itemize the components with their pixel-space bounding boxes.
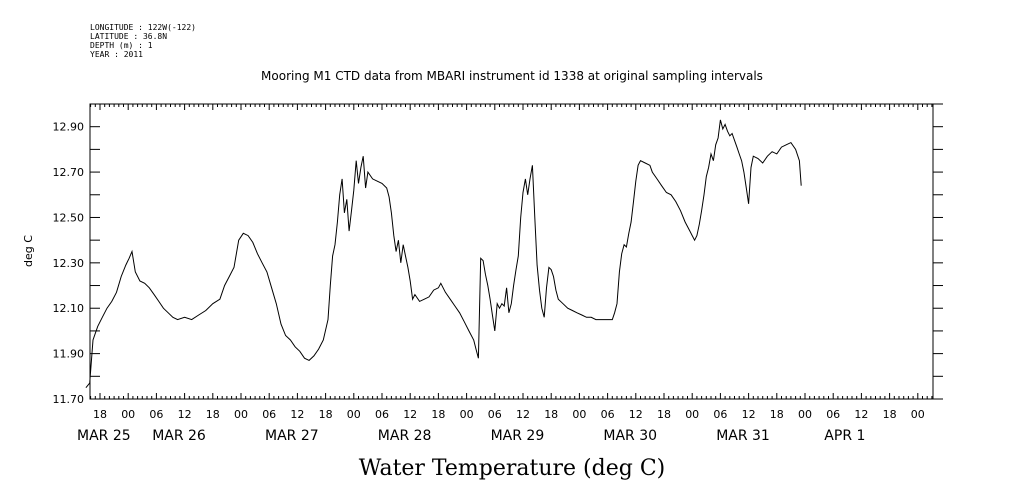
y-tick-label: 12.90 (53, 121, 85, 134)
x-tick-label: 06 (375, 408, 389, 421)
x-tick-label: 00 (572, 408, 586, 421)
date-label: APR 1 (824, 428, 865, 444)
x-tick-label: 00 (460, 408, 474, 421)
year-label: YEAR : 2011 (90, 50, 143, 59)
x-tick-label: 18 (544, 408, 558, 421)
temperature-series-line (85, 119, 802, 389)
y-tick-label: 11.90 (53, 348, 85, 361)
x-tick-label: 12 (290, 408, 304, 421)
plot-frame (89, 103, 934, 400)
x-tick-label: 12 (516, 408, 530, 421)
x-tick-label: 06 (488, 408, 502, 421)
y-tick-label: 12.50 (53, 211, 85, 224)
x-tick-label: 12 (742, 408, 756, 421)
x-tick-label: 12 (403, 408, 417, 421)
x-tick-label: 18 (657, 408, 671, 421)
x-tick-label: 06 (713, 408, 727, 421)
y-tick-label: 12.70 (53, 166, 85, 179)
latitude-label: LATITUDE : 36.8N (90, 32, 167, 41)
x-tick-label: 12 (854, 408, 868, 421)
x-tick-label: 18 (770, 408, 784, 421)
x-tick-label: 18 (206, 408, 220, 421)
date-label: MAR 26 (152, 428, 206, 444)
x-tick-label: 06 (262, 408, 276, 421)
x-tick-label: 06 (601, 408, 615, 421)
y-tick-label: 12.30 (53, 257, 85, 270)
x-axis-title: Water Temperature (deg C) (359, 456, 666, 481)
axes: 11.70 11.90 12.10 12.30 12.50 12.70 12.90 18 00 0… (53, 103, 943, 444)
x-tick-label: 00 (911, 408, 925, 421)
x-tick-label: 06 (149, 408, 163, 421)
x-tick-label: 18 (319, 408, 333, 421)
chart-title: Mooring M1 CTD data from MBARI instrumen… (261, 69, 763, 83)
x-tick-label: 18 (93, 408, 107, 421)
x-tick-label: 00 (798, 408, 812, 421)
x-tick-label: 12 (178, 408, 192, 421)
date-label: MAR 28 (378, 428, 432, 444)
series-layer (85, 119, 802, 389)
depth-label: DEPTH (m) : 1 (90, 41, 153, 50)
x-tick-label: 06 (826, 408, 840, 421)
date-label: MAR 27 (265, 428, 319, 444)
y-tick-label: 11.70 (53, 393, 85, 406)
x-tick-label: 18 (431, 408, 445, 421)
date-label: MAR 31 (716, 428, 770, 444)
y-tick-label: 12.10 (53, 302, 85, 315)
x-tick-label: 00 (347, 408, 361, 421)
y-axis-label: deg C (22, 235, 35, 267)
date-label: MAR 30 (603, 428, 657, 444)
x-tick-label: 00 (685, 408, 699, 421)
date-label: MAR 25 (77, 428, 131, 444)
date-label: MAR 29 (491, 428, 545, 444)
x-tick-label: 00 (121, 408, 135, 421)
x-tick-label: 00 (234, 408, 248, 421)
x-tick-label: 12 (629, 408, 643, 421)
longitude-label: LONGITUDE : 122W(-122) (90, 23, 196, 32)
x-tick-label: 18 (883, 408, 897, 421)
